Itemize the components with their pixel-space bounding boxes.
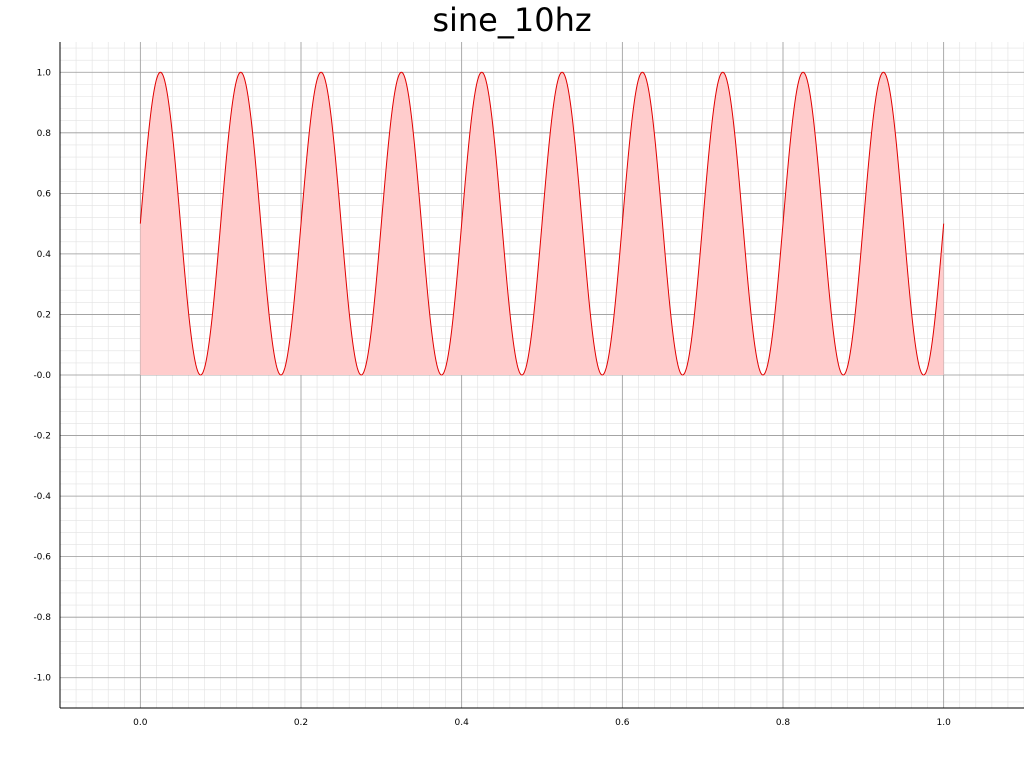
x-tick-label: 0.0 bbox=[133, 718, 148, 728]
y-tick-label: -0.0 bbox=[33, 371, 51, 381]
x-tick-label: 0.8 bbox=[776, 718, 791, 728]
y-tick-label: 0.2 bbox=[37, 310, 51, 320]
y-axis-ticks: 1.0 0.8 0.6 0.4 0.2 -0.0 -0.2 -0.4 -0.6 -0.8 -1.0 bbox=[33, 68, 51, 683]
y-tick-label: -0.2 bbox=[33, 432, 51, 442]
axes bbox=[59, 42, 1024, 709]
y-tick-label: 0.8 bbox=[37, 129, 52, 139]
chart-title: sine_10hz bbox=[432, 1, 592, 39]
series-layer bbox=[139, 71, 945, 376]
series-fill-area bbox=[140, 72, 944, 376]
x-tick-label: 1.0 bbox=[937, 718, 952, 728]
y-tick-label: -0.6 bbox=[33, 553, 51, 563]
series-line bbox=[139, 71, 945, 376]
x-tick-label: 0.4 bbox=[455, 718, 470, 728]
x-axis-ticks: 0.0 0.2 0.4 0.6 0.8 1.0 bbox=[133, 718, 951, 728]
y-tick-label: 1.0 bbox=[37, 68, 52, 78]
y-tick-label: -1.0 bbox=[33, 674, 51, 684]
y-tick-label: -0.8 bbox=[33, 613, 51, 623]
x-tick-label: 0.6 bbox=[615, 718, 630, 728]
y-tick-label: -0.4 bbox=[33, 492, 51, 502]
x-tick-label: 0.2 bbox=[294, 718, 308, 728]
y-tick-label: 0.6 bbox=[37, 189, 52, 199]
y-tick-label: 0.4 bbox=[37, 250, 52, 260]
